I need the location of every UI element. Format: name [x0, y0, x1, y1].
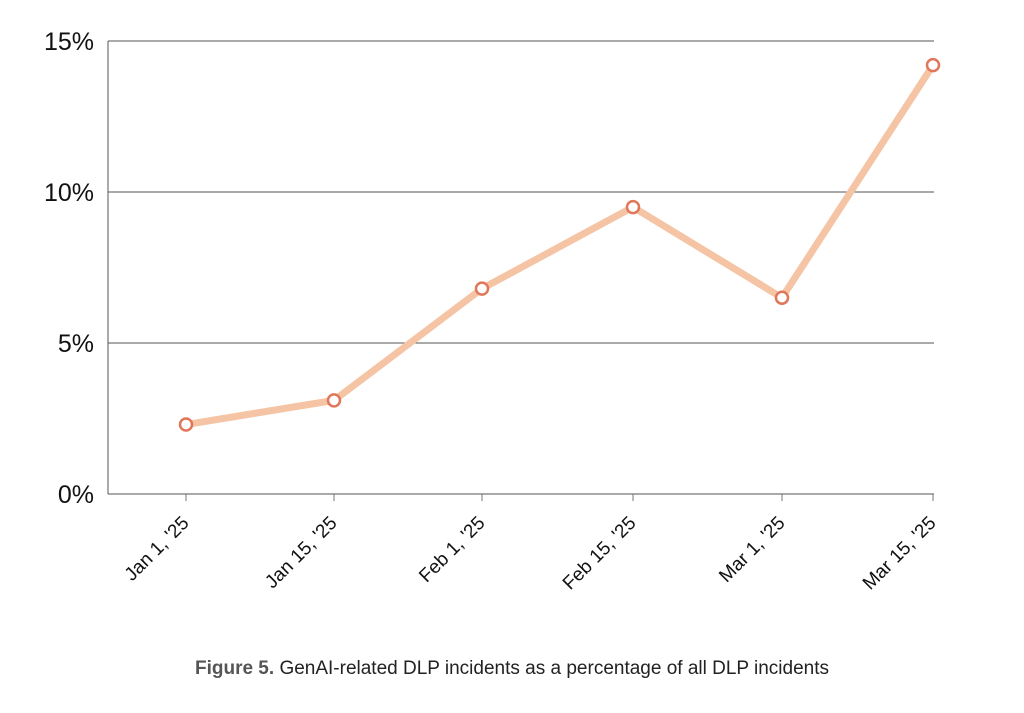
figure-caption: Figure 5. GenAI-related DLP incidents as… — [0, 658, 1024, 680]
x-tick-label: Mar 15, '25 — [859, 513, 941, 595]
data-point — [474, 281, 490, 296]
data-point — [625, 199, 641, 215]
data-point — [326, 393, 342, 408]
caption-label: Figure 5. — [194, 658, 275, 679]
x-tick-label: Jan 15, '25 — [261, 513, 341, 593]
y-tick-label: 10% — [44, 179, 94, 207]
y-tick-label: 0% — [58, 481, 94, 509]
series-points — [178, 57, 941, 432]
data-point — [925, 57, 941, 73]
x-tick-label: Jan 1, '25 — [121, 513, 194, 586]
grid-lines — [108, 40, 934, 344]
data-point — [178, 417, 194, 432]
caption-text: GenAI-related DLP incidents as a percent… — [279, 658, 830, 679]
y-tick-labels: 0% 5% 10% 15% — [44, 28, 94, 509]
x-tick-label: Feb 1, '25 — [415, 513, 489, 587]
series-line-path — [182, 61, 937, 429]
x-tick-label: Mar 1, '25 — [715, 513, 789, 587]
x-tick-label: Feb 15, '25 — [559, 513, 641, 595]
x-tick-labels: Jan 1, '25 Jan 15, '25 Feb 1, '25 Feb 15, '… — [121, 513, 941, 595]
axes — [107, 41, 934, 501]
data-point — [774, 290, 790, 305]
series-line — [182, 61, 937, 429]
y-tick-label: 5% — [58, 330, 94, 358]
y-tick-label: 15% — [44, 28, 94, 56]
